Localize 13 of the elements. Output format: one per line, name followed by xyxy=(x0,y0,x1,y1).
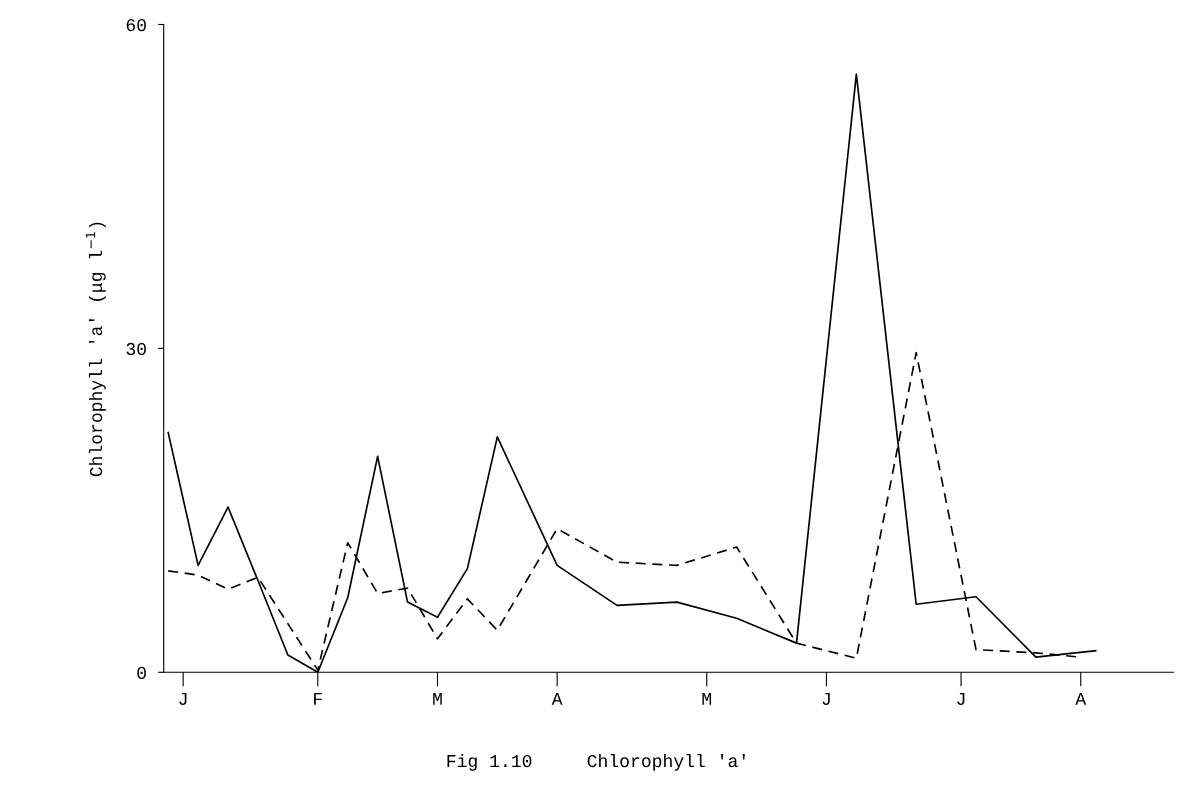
x-tick-label: A xyxy=(1075,692,1087,705)
y-tick-label: 30 xyxy=(126,342,146,356)
x-tick-label: M xyxy=(702,692,712,705)
x-tick-label: J xyxy=(957,692,965,705)
x-tick-label: A xyxy=(551,692,563,705)
x-tick-label: F xyxy=(314,692,322,705)
x-tick-label: J xyxy=(822,692,830,705)
y-tick-label: 60 xyxy=(126,18,146,32)
y-tick-label: 0 xyxy=(137,666,146,680)
x-tick-label: M xyxy=(433,692,442,705)
y-axis-title: Chlorophyll 'a' (μg l$^{−1}$) xyxy=(85,222,106,477)
text: Fig 1.10 Chlorophyll 'a' xyxy=(447,753,745,771)
x-tick-label: J xyxy=(179,692,187,705)
